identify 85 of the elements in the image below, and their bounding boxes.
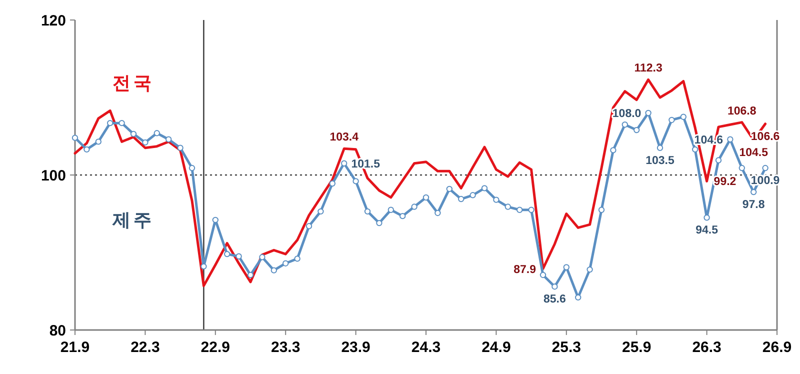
y-tick-label: 100 — [40, 167, 66, 184]
point — [130, 130, 137, 138]
data-label: 106.8 — [728, 105, 757, 118]
point — [528, 206, 534, 213]
point — [341, 160, 348, 166]
data-label: 108.0 — [612, 108, 642, 120]
x-tick-label: 24.9 — [482, 339, 511, 356]
point — [84, 146, 90, 153]
point — [177, 144, 184, 151]
point — [142, 139, 148, 146]
point — [166, 136, 172, 142]
x-tick-label: 22.3 — [130, 339, 160, 356]
data-label: 112.3 — [634, 62, 662, 75]
series-label: 전국 — [112, 73, 154, 94]
point — [750, 188, 757, 196]
point — [598, 206, 605, 213]
point — [610, 147, 616, 154]
point — [540, 272, 546, 278]
y-tick-label: 120 — [40, 12, 66, 30]
x-tick-label: 24.3 — [411, 339, 441, 356]
point — [738, 164, 745, 172]
point — [622, 122, 628, 128]
point — [586, 266, 593, 273]
data-label: 104.5 — [739, 147, 769, 160]
point — [318, 208, 324, 215]
point — [154, 130, 160, 136]
point — [236, 253, 242, 260]
point — [247, 272, 254, 278]
point — [352, 178, 359, 184]
point — [668, 116, 675, 124]
point — [762, 164, 768, 172]
data-label: 103.4 — [330, 132, 360, 144]
point — [727, 136, 734, 142]
point — [715, 157, 722, 164]
x-tick-label: 23.9 — [341, 339, 370, 356]
x-tick-label: 23.3 — [271, 339, 300, 356]
point — [504, 204, 511, 210]
point — [411, 204, 418, 210]
point — [364, 208, 371, 215]
point — [704, 214, 710, 221]
point — [118, 120, 125, 126]
point — [329, 180, 336, 187]
point — [376, 220, 382, 226]
x-tick-label: 22.9 — [200, 339, 230, 356]
point — [481, 185, 488, 192]
point — [72, 134, 78, 141]
point — [552, 284, 558, 290]
point — [270, 267, 277, 274]
point — [516, 206, 523, 213]
point — [493, 196, 500, 203]
data-label: 87.9 — [514, 264, 536, 276]
x-tick-label: 26.9 — [762, 339, 792, 356]
data-label: 94.5 — [696, 224, 719, 237]
point — [470, 192, 476, 198]
x-tick-label: 26.3 — [692, 339, 722, 356]
point — [388, 206, 394, 213]
point — [680, 114, 686, 120]
data-label: 103.5 — [646, 154, 675, 167]
x-tick-label: 21.9 — [60, 339, 90, 356]
point — [188, 164, 196, 172]
point — [212, 216, 218, 224]
point — [575, 294, 582, 301]
point — [434, 210, 441, 216]
point — [634, 126, 640, 134]
point — [259, 254, 266, 260]
x-tick-label: 25.9 — [622, 339, 652, 356]
point — [306, 223, 312, 230]
text: 제주 — [112, 210, 154, 230]
y-tick-label: 80 — [49, 322, 66, 340]
point — [294, 256, 300, 262]
point — [422, 194, 430, 201]
data-label: 85.6 — [544, 294, 566, 306]
point — [107, 120, 114, 126]
point — [224, 250, 230, 258]
point — [446, 186, 452, 192]
point — [645, 110, 652, 116]
point — [400, 212, 406, 220]
data-label: 97.8 — [742, 199, 766, 212]
point — [458, 196, 464, 202]
point — [95, 138, 102, 145]
point — [200, 263, 207, 270]
x-tick-label: 25.3 — [552, 339, 581, 356]
point — [692, 146, 698, 153]
point — [656, 144, 664, 151]
point — [282, 260, 289, 266]
